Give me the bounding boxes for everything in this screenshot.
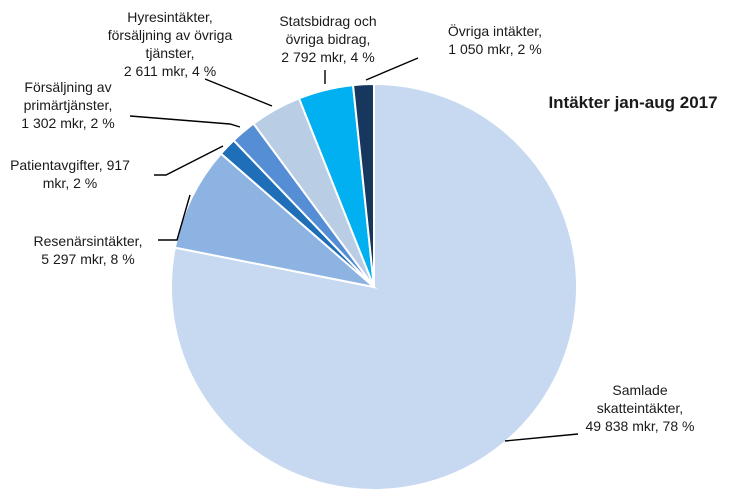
slice-label: Övriga intäkter, 1 050 mkr, 2 % xyxy=(448,22,542,57)
slice-label-line: 2 792 mkr, 4 % xyxy=(281,49,374,65)
slice-label: Statsbidrag och övriga bidrag, 2 792 mkr, … xyxy=(279,13,376,65)
chart-title: Intäkter jan-aug 2017 xyxy=(548,93,717,112)
slice-label-line: 2 611 mkr, 4 % xyxy=(124,63,216,79)
slice-label-line: Samlade xyxy=(612,382,667,398)
leader-line xyxy=(504,433,579,442)
slice-label-line: försäljning av övriga xyxy=(108,27,233,43)
slice-label-line: 1 050 mkr, 2 % xyxy=(448,41,541,57)
slice-label-line: Resenärsintäkter, xyxy=(34,233,143,249)
slice-label: Försäljning av primärtjänster, 1 302 mkr, … xyxy=(21,79,114,131)
leader-line xyxy=(365,57,419,81)
pie-slice xyxy=(351,82,375,288)
slice-label-line: 1 302 mkr, 2 % xyxy=(21,115,114,131)
slice-label-line: 5 297 mkr, 8 % xyxy=(41,251,134,267)
slice-label-line: 49 838 mkr, 78 % xyxy=(586,418,695,434)
leader-line xyxy=(158,194,191,241)
slice-label-line: Försäljning av xyxy=(24,79,111,95)
pie-slice xyxy=(173,152,378,289)
slice-label: Resenärsintäkter, 5 297 mkr, 8 % xyxy=(34,233,143,267)
leader-line xyxy=(154,145,224,176)
slice-label-line: Hyresintäkter, xyxy=(127,9,213,25)
leader-line xyxy=(129,115,241,128)
slice-label: Samlade skatteintäkter, 49 838 mkr, 78 % xyxy=(586,382,695,434)
slice-label: Patientavgifter, 917 mkr, 2 % xyxy=(10,157,130,191)
leader-line xyxy=(204,78,273,107)
slice-label-line: Patientavgifter, 917 xyxy=(10,157,130,173)
slice-label-line: mkr, 2 % xyxy=(43,175,97,191)
slice-label-line: Statsbidrag och xyxy=(279,13,376,29)
slice-label-line: primärtjänster, xyxy=(24,97,113,113)
slice-label: Hyresintäkter, försäljning av övriga tjäns… xyxy=(108,9,233,79)
slice-label-line: skatteintäkter, xyxy=(597,400,683,416)
slice-label-line: tjänster, xyxy=(145,45,194,61)
slice-label-line: Övriga intäkter, xyxy=(448,22,542,39)
slice-label-line: övriga bidrag, xyxy=(286,31,371,47)
